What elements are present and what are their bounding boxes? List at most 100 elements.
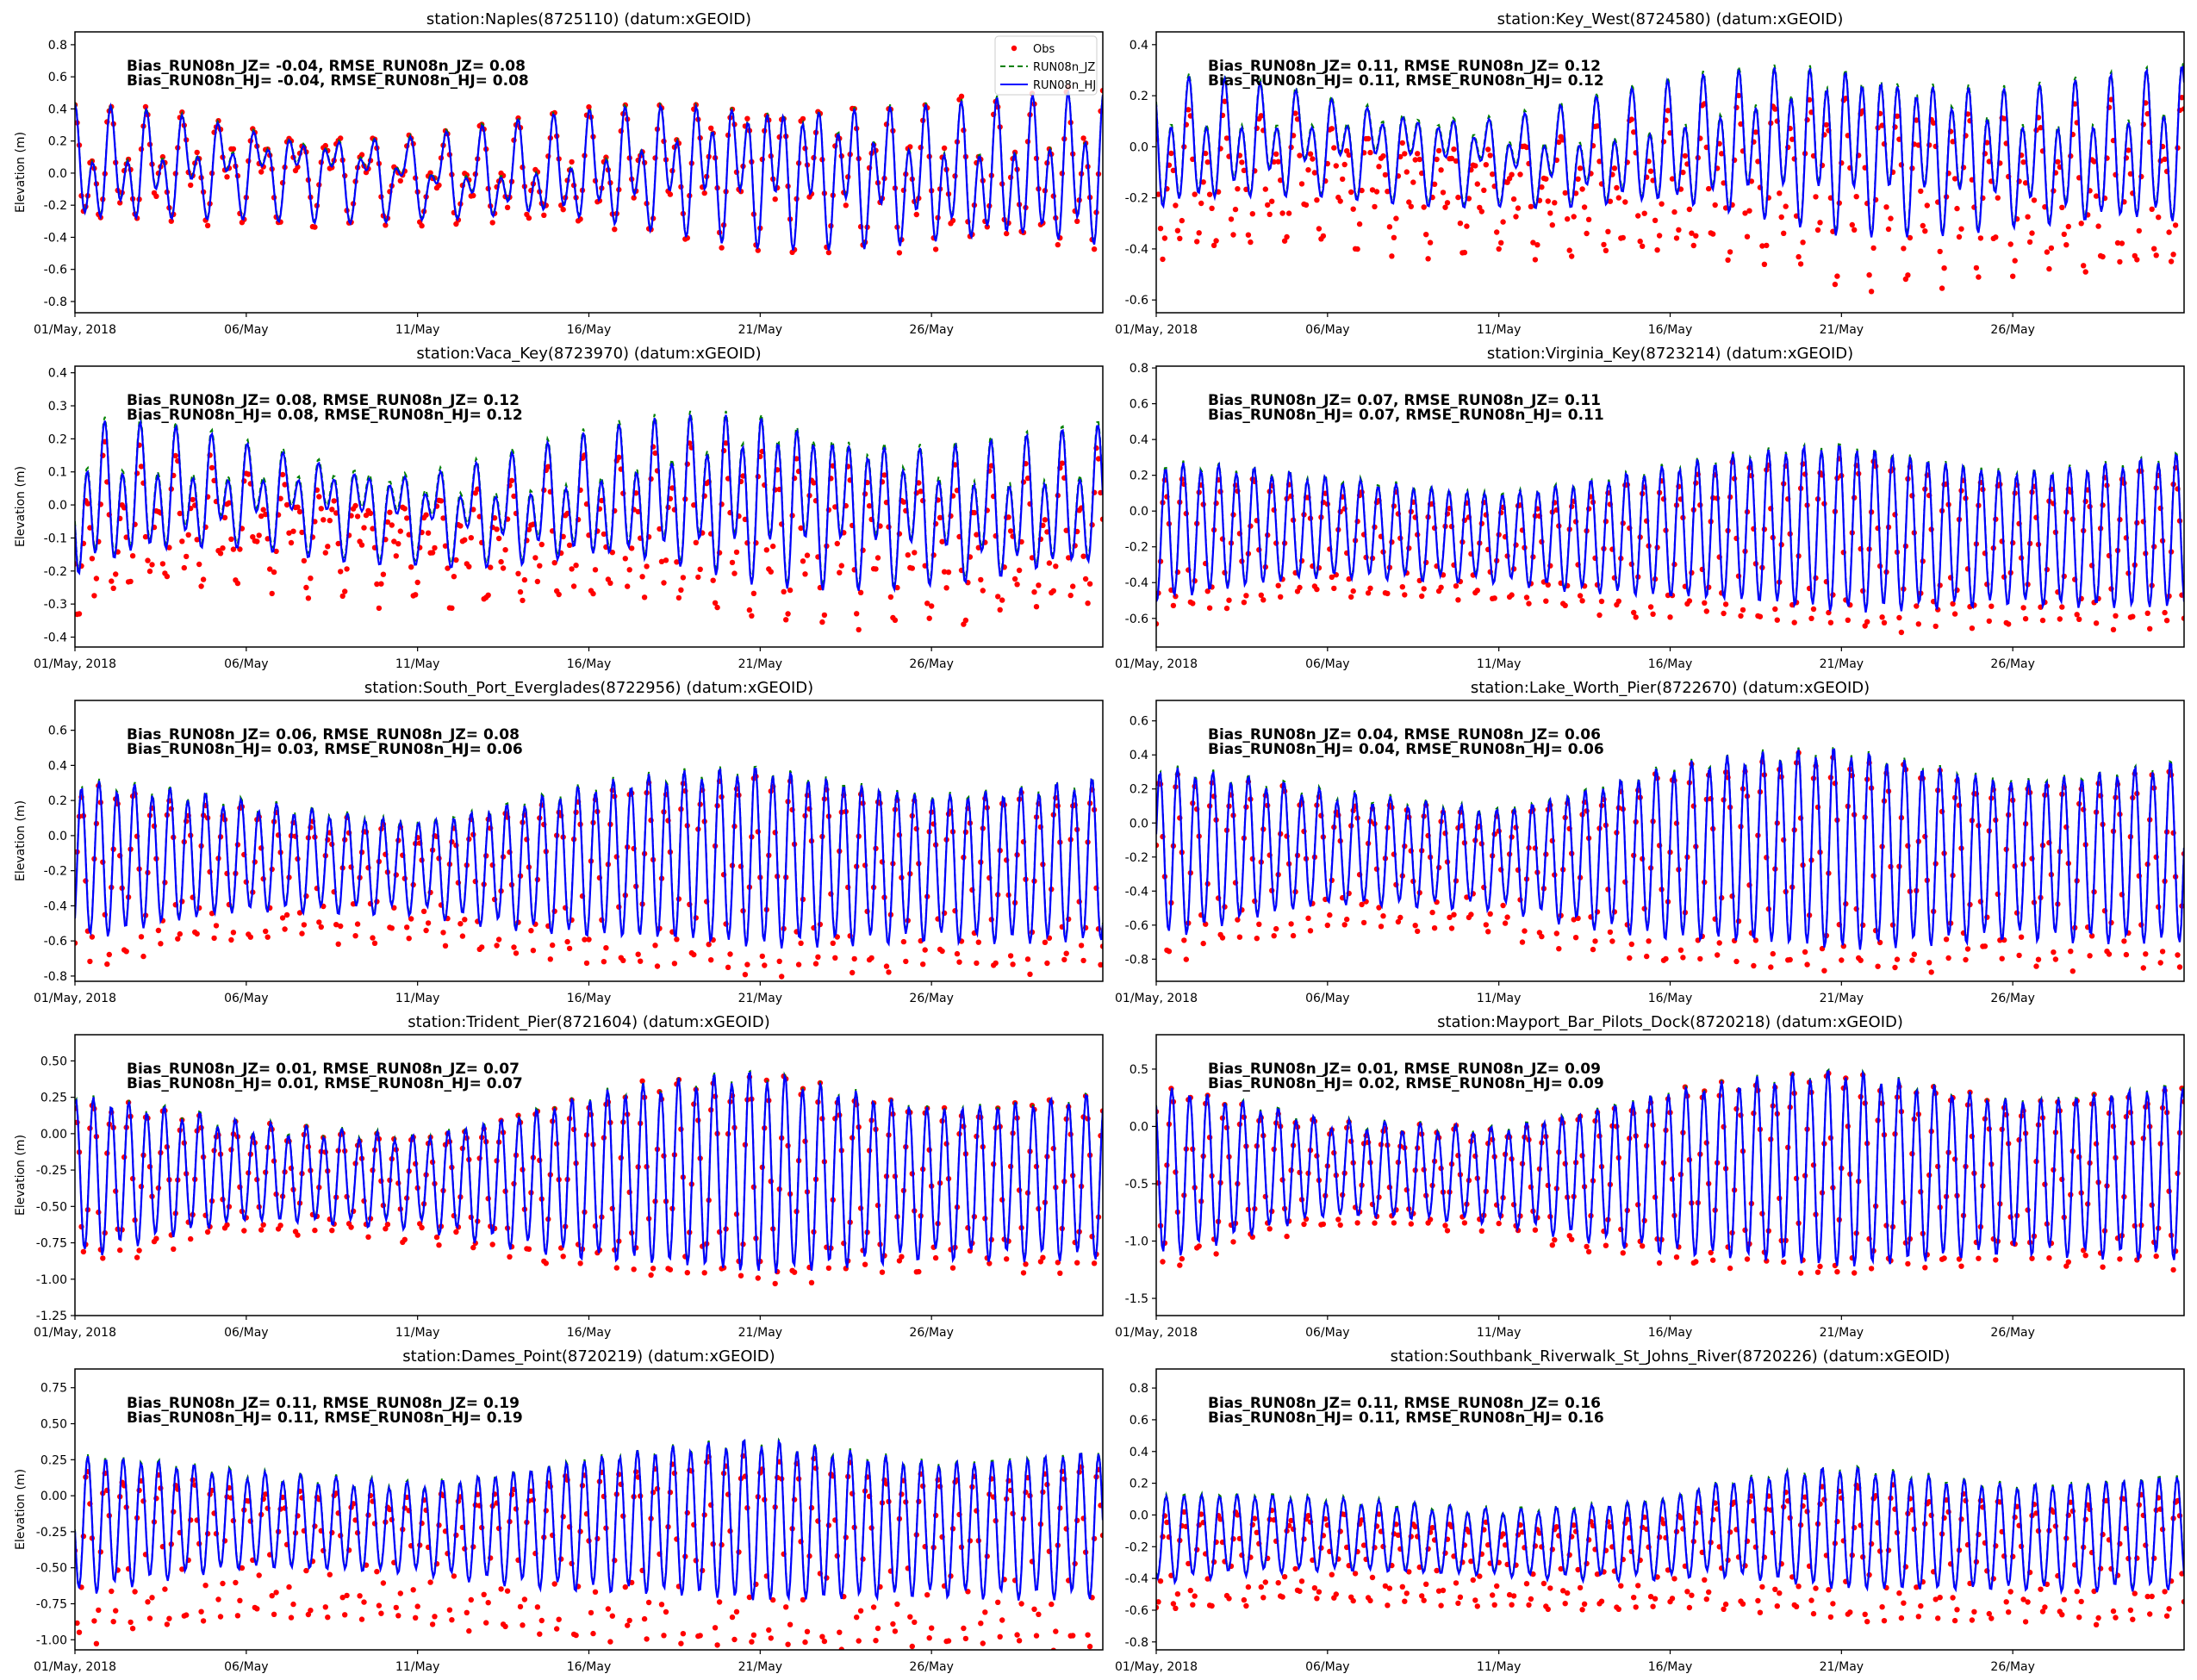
obs-point <box>1382 171 1389 178</box>
obs-point <box>1016 567 1023 574</box>
obs-point <box>1360 1542 1367 1548</box>
obs-point <box>1080 957 1086 964</box>
obs-point <box>1964 946 1971 952</box>
obs-point <box>1478 1228 1485 1235</box>
obs-point <box>1684 1589 1690 1595</box>
obs-point <box>1307 928 1314 934</box>
obs-point <box>1472 163 1478 169</box>
subplot-4: station:Virginia_Key(8723214) (datum:xGE… <box>1115 345 2185 671</box>
obs-point <box>164 1621 171 1627</box>
obs-point <box>564 938 570 945</box>
obs-point <box>1950 600 1956 607</box>
obs-point <box>162 1586 168 1592</box>
obs-point <box>363 512 370 519</box>
obs-point <box>2117 258 2123 265</box>
obs-point <box>404 515 410 521</box>
obs-point <box>2147 625 2153 632</box>
obs-point <box>1592 938 1598 944</box>
obs-point <box>449 1617 455 1623</box>
obs-point <box>1049 1601 1055 1608</box>
obs-point <box>1352 1571 1359 1577</box>
stats-annotation: Bias_RUN08n_JZ= 0.07, RMSE_RUN08n_JZ= 0.… <box>1208 392 1601 409</box>
obs-point <box>1311 1585 1318 1591</box>
y-axis-label: Elevation (m) <box>14 132 28 213</box>
y-tick-label: 0.50 <box>40 1418 67 1432</box>
obs-point <box>128 1619 134 1626</box>
obs-point <box>2048 245 2055 252</box>
obs-point <box>1881 619 1888 625</box>
obs-point <box>1235 1512 1241 1518</box>
obs-point <box>1937 248 1943 255</box>
obs-point <box>1547 210 1553 216</box>
obs-point <box>1770 950 1776 957</box>
obs-point <box>1738 613 1744 619</box>
obs-point <box>194 537 200 543</box>
obs-point <box>1018 1601 1024 1607</box>
obs-point <box>1721 610 1727 617</box>
obs-point <box>2006 621 2012 627</box>
obs-point <box>2140 965 2146 971</box>
obs-point <box>1746 208 1752 214</box>
obs-point <box>230 930 237 936</box>
obs-point <box>2110 626 2117 632</box>
obs-point <box>1637 238 1643 245</box>
run08n-hj-line <box>1156 1069 2184 1266</box>
obs-point <box>1631 1595 1637 1601</box>
x-tick-label: 01/May, 2018 <box>1115 1326 1198 1340</box>
obs-point <box>1335 1216 1341 1223</box>
obs-point <box>1235 186 1241 192</box>
obs-point <box>1594 1571 1601 1577</box>
obs-point <box>2100 253 2106 260</box>
obs-point <box>1399 140 1406 146</box>
stats-annotation: Bias_RUN08n_JZ= 0.11, RMSE_RUN08n_JZ= 0.… <box>1208 58 1601 75</box>
obs-point <box>1849 221 1855 228</box>
obs-point <box>1410 179 1416 185</box>
x-tick-label: 26/May <box>1990 657 2034 671</box>
obs-point <box>1650 611 1656 617</box>
obs-point <box>881 472 887 478</box>
obs-point <box>862 1261 868 1267</box>
obs-point <box>1346 576 1352 582</box>
obs-point <box>1931 120 1937 126</box>
x-tick-label: 06/May <box>224 992 268 1005</box>
obs-point <box>1556 139 1562 146</box>
obs-point <box>2125 147 2132 153</box>
obs-point <box>825 249 832 256</box>
obs-point <box>1813 1585 1819 1591</box>
obs-point <box>727 951 733 957</box>
stats-annotation: Bias_RUN08n_JZ= 0.01, RMSE_RUN08n_JZ= 0.… <box>127 1061 520 1078</box>
obs-point <box>2153 252 2159 258</box>
obs-point <box>603 945 609 951</box>
obs-point <box>397 1590 403 1596</box>
obs-point <box>995 594 1001 600</box>
obs-point <box>325 544 331 550</box>
obs-point <box>208 464 215 471</box>
obs-point <box>1213 238 1219 244</box>
obs-point <box>1190 600 1196 607</box>
obs-point <box>2046 1255 2052 1261</box>
obs-point <box>661 1633 667 1639</box>
obs-point <box>945 569 952 576</box>
obs-point <box>453 1229 459 1235</box>
subplot-title: station:Mayport_Bar_Pilots_Dock(8720218)… <box>1437 1013 1903 1031</box>
y-tick-label: -0.4 <box>44 631 67 644</box>
obs-point <box>1686 598 1693 604</box>
obs-point <box>414 579 420 586</box>
obs-point <box>177 510 183 517</box>
obs-point <box>766 1627 772 1633</box>
obs-point <box>926 615 932 621</box>
obs-point <box>1298 181 1305 187</box>
obs-point <box>1474 181 1481 187</box>
y-axis-label: Elevation (m) <box>14 800 28 881</box>
obs-point <box>1408 1221 1415 1227</box>
obs-point <box>1993 234 1999 240</box>
stats-annotation: Bias_RUN08n_HJ= 0.01, RMSE_RUN08n_HJ= 0.… <box>127 1075 523 1092</box>
obs-point <box>1690 242 1697 249</box>
obs-point <box>1478 208 1485 215</box>
obs-point <box>1156 1599 1161 1605</box>
obs-point <box>1534 242 1540 248</box>
obs-point <box>772 1280 778 1287</box>
obs-point <box>1297 1588 1303 1595</box>
obs-point <box>674 559 680 565</box>
obs-point <box>1759 243 1765 249</box>
